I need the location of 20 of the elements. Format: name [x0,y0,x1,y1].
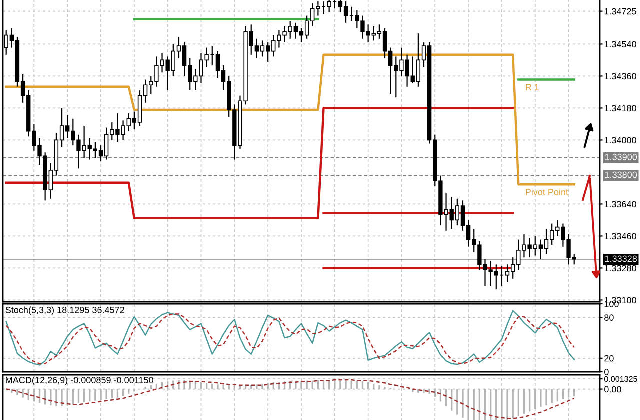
chart-title: MACD(12,26,9) -0.000859 -0.001150 [6,376,154,386]
chart-title: Stoch(5,3,3) 18.1295 36.4572 [6,306,124,316]
ref-line-label: 1.33328 [605,256,638,262]
y-tick-label: 1.34540 [604,41,636,48]
y-tick-label: 1.33640 [604,201,636,208]
y-tick-label: 20 [604,355,614,362]
y-tick-label: 1.33460 [604,233,636,240]
annotation: R 1 [526,84,539,90]
y-tick-label: 0.00 [604,386,622,393]
ref-line-label: 1.33900 [605,154,638,160]
annotation: Pivot Point [526,188,568,196]
ref-line-label: 1.33800 [605,172,638,178]
y-tick-label: 0 [604,368,609,376]
y-tick-label: 1.34000 [604,137,636,144]
y-tick-label: 1.34725 [604,8,636,15]
y-tick-label: 80 [604,314,614,321]
y-tick-label: 0.001325 [604,376,638,382]
y-tick-label: 1.34360 [604,73,636,80]
y-tick-label: 1.34180 [604,105,636,112]
y-tick-label: 1.33280 [604,265,636,272]
